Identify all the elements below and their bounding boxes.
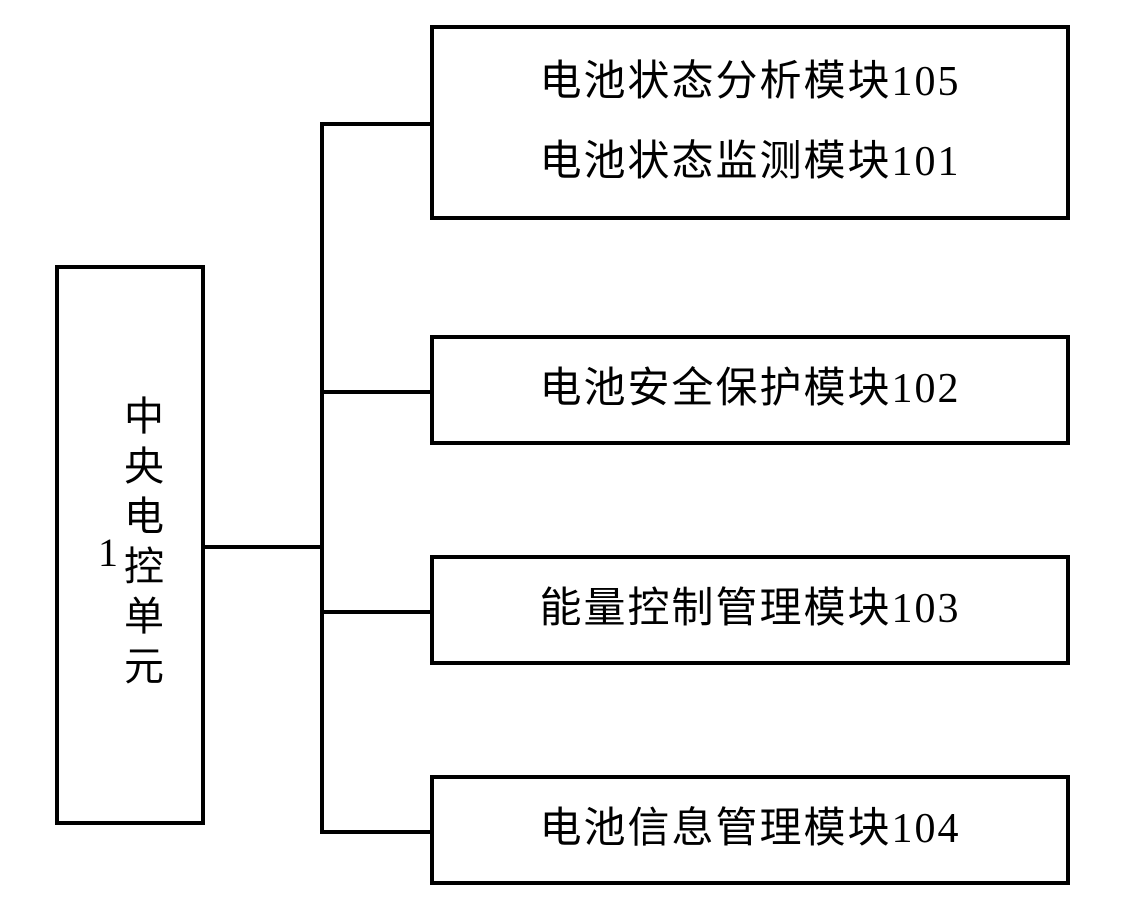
module-node-m104: 电池信息管理模块104 [430, 775, 1070, 885]
connector-stub-m104 [320, 830, 430, 834]
module-node-m103: 能量控制管理模块103 [430, 555, 1070, 665]
connector-root-stub [205, 545, 324, 549]
module-label: 电池信息管理模块104 [539, 790, 960, 870]
connector-stub-m105_101 [320, 122, 430, 126]
connector-stub-m102 [320, 390, 430, 394]
root-number: 1 [98, 529, 118, 576]
module-node-m102: 电池安全保护模块102 [430, 335, 1070, 445]
root-node: 中央电控单元 1 [55, 265, 205, 825]
root-label: 中央电控单元 [118, 395, 162, 695]
module-label: 电池安全保护模块102 [539, 350, 960, 430]
connector-bus-vertical [320, 122, 324, 834]
module-label: 能量控制管理模块103 [539, 570, 960, 650]
connector-stub-m103 [320, 610, 430, 614]
diagram-canvas: 中央电控单元 1 电池状态分析模块105电池状态监测模块101 电池安全保护模块1… [0, 0, 1135, 906]
module-label: 电池状态监测模块101 [539, 123, 960, 203]
module-label: 电池状态分析模块105 [539, 43, 960, 123]
module-node-m105_101: 电池状态分析模块105电池状态监测模块101 [430, 25, 1070, 220]
